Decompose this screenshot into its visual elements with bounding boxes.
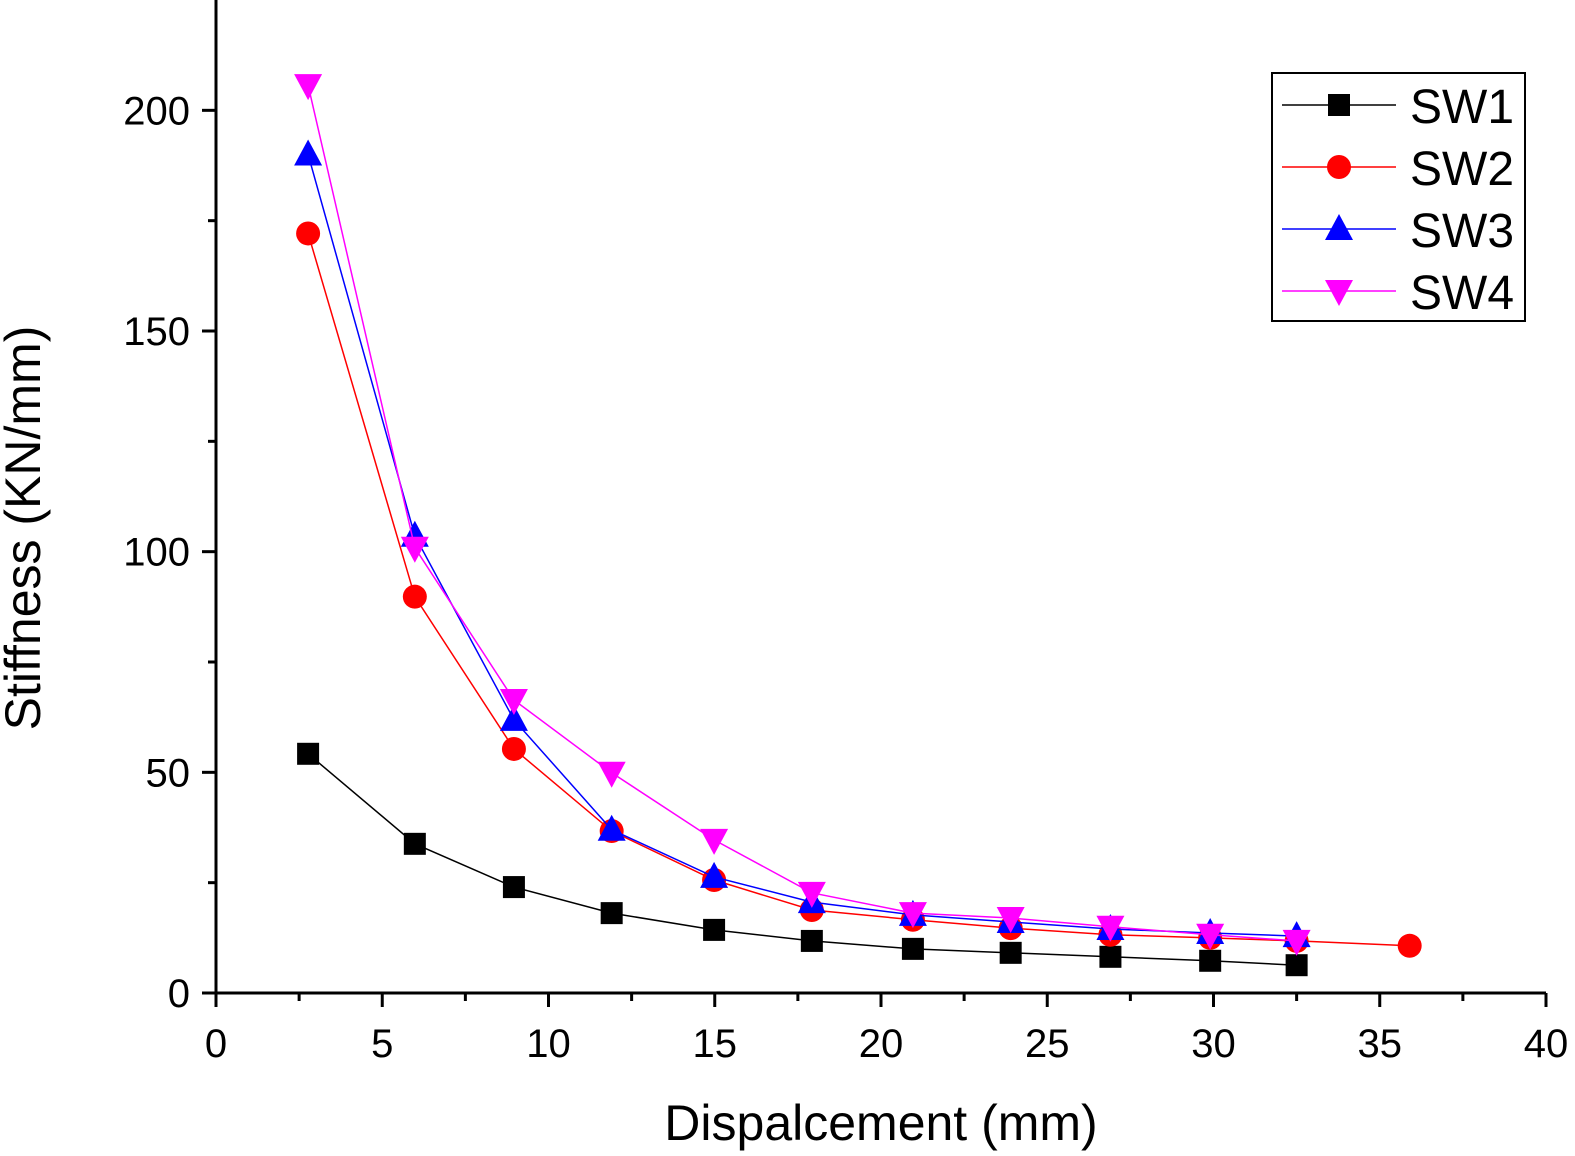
- x-tick-label: 25: [1025, 1022, 1070, 1066]
- data-point: [1282, 929, 1311, 956]
- series-sw2: [296, 221, 1422, 958]
- data-point: [1199, 949, 1222, 972]
- legend-marker: [1325, 214, 1353, 240]
- series-group: [294, 74, 1422, 977]
- x-tick-label: 20: [859, 1022, 904, 1066]
- x-axis-label: Dispalcement (mm): [664, 1095, 1097, 1151]
- data-point: [999, 941, 1022, 964]
- data-point: [403, 832, 426, 855]
- y-tick-label: 100: [123, 531, 190, 575]
- data-point: [1096, 915, 1125, 942]
- x-tick-label: 0: [205, 1022, 227, 1066]
- legend-marker: [1327, 155, 1351, 179]
- legend-label: SW2: [1410, 143, 1514, 196]
- x-tick-label: 35: [1358, 1022, 1403, 1066]
- data-point: [597, 814, 626, 841]
- x-tick-label: 15: [693, 1022, 738, 1066]
- series-sw3: [294, 139, 1311, 948]
- y-axis-label: Stiffness (KN/mm): [0, 326, 51, 731]
- x-tick-label: 30: [1191, 1022, 1236, 1066]
- data-point: [297, 742, 320, 765]
- data-point: [600, 902, 623, 925]
- data-point: [1397, 933, 1422, 958]
- data-point: [703, 918, 726, 941]
- data-point: [901, 937, 924, 960]
- axes: 0 5 10 15 20 25 30 35 40 0 50 100 150 200: [123, 0, 1568, 1066]
- data-point: [502, 876, 525, 899]
- legend-label: SW1: [1410, 81, 1514, 134]
- y-tick-label: 0: [168, 972, 190, 1016]
- series-line: [307, 233, 1410, 947]
- data-point: [797, 881, 826, 908]
- y-tick-label: 50: [146, 751, 191, 795]
- data-point: [294, 74, 323, 101]
- data-point: [996, 906, 1025, 933]
- series-line: [307, 154, 1297, 937]
- data-point: [499, 704, 528, 731]
- legend-marker: [1325, 280, 1353, 306]
- data-point: [700, 828, 729, 855]
- legend-label: SW3: [1410, 205, 1514, 258]
- data-point: [402, 584, 427, 609]
- legend-marker: [1328, 94, 1350, 116]
- x-tick-label: 40: [1524, 1022, 1569, 1066]
- y-tick-label: 150: [123, 310, 190, 354]
- y-tick-label: 200: [123, 89, 190, 133]
- legend: SW1 SW2 SW3 SW4: [1271, 72, 1526, 322]
- data-point: [898, 902, 927, 929]
- series-sw4: [294, 74, 1311, 956]
- data-point: [597, 761, 626, 788]
- series-line: [307, 85, 1297, 942]
- x-tick-label: 10: [526, 1022, 571, 1066]
- x-tick-label: 5: [371, 1022, 393, 1066]
- data-point: [294, 139, 323, 166]
- data-point: [400, 536, 429, 563]
- data-point: [1099, 945, 1122, 968]
- legend-box: [1271, 72, 1526, 322]
- data-point: [296, 221, 321, 246]
- series-sw1: [297, 742, 1308, 977]
- data-point: [501, 736, 526, 761]
- legend-label: SW4: [1410, 267, 1514, 320]
- data-point: [800, 929, 823, 952]
- data-point: [1285, 954, 1308, 977]
- data-point: [499, 688, 528, 715]
- data-point: [700, 861, 729, 888]
- data-point: [1196, 923, 1225, 950]
